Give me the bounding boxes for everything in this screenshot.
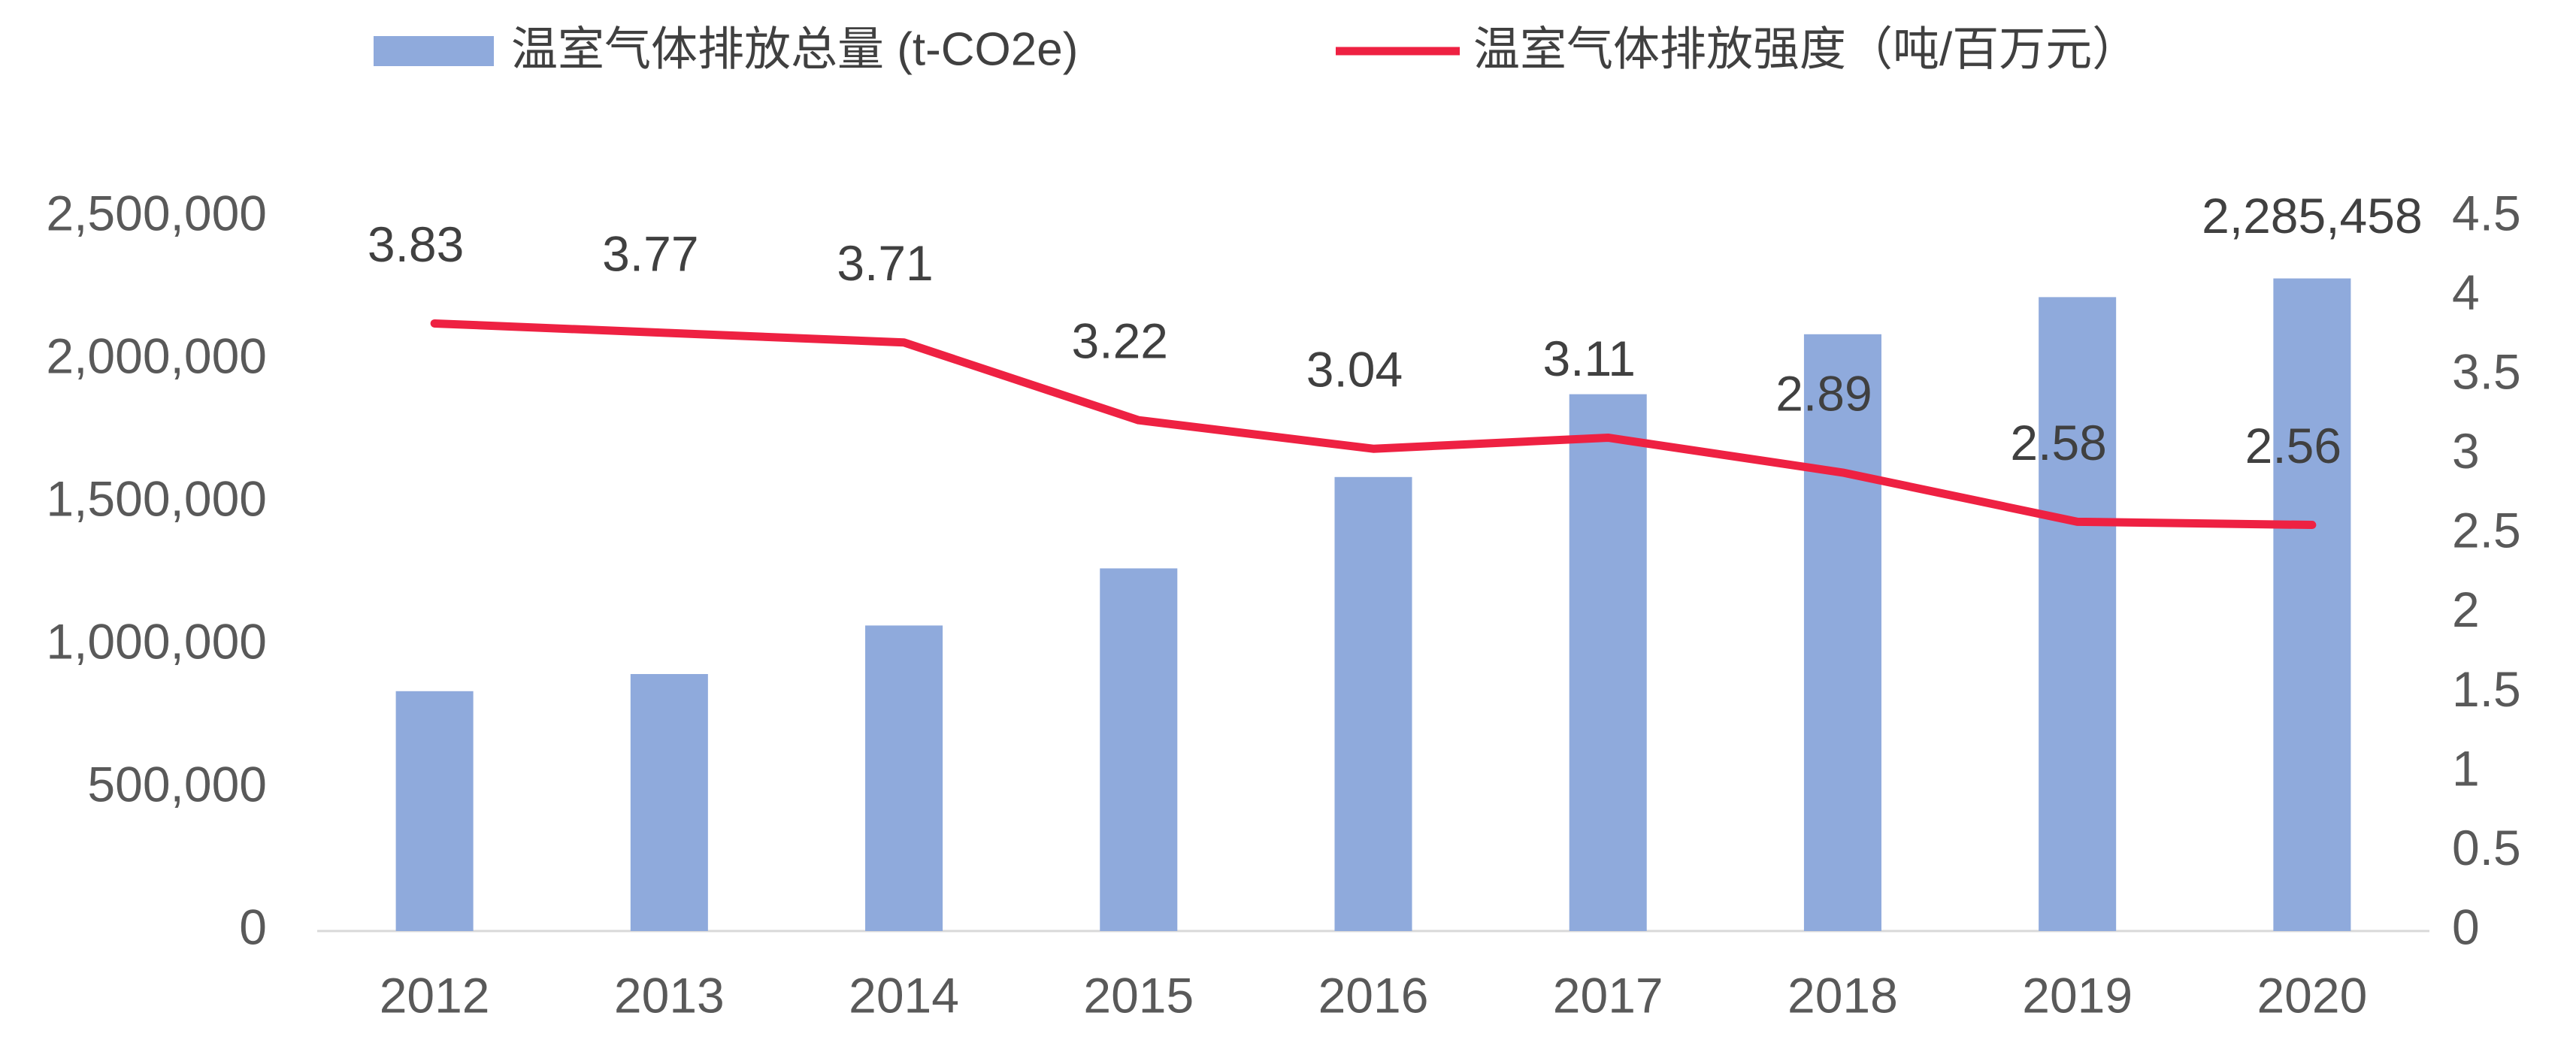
bar xyxy=(2273,278,2351,931)
y-tick-label: 1,000,000 xyxy=(46,613,267,669)
legend-swatch xyxy=(374,36,494,66)
data-label: 3.77 xyxy=(602,226,698,282)
x-tick-label: 2019 xyxy=(2022,967,2133,1023)
x-tick-label: 2012 xyxy=(380,967,490,1023)
x-tick-label: 2017 xyxy=(1553,967,1663,1023)
y2-tick-label: 4.5 xyxy=(2452,185,2521,240)
y2-tick-label: 1.5 xyxy=(2452,661,2521,717)
y-tick-label: 1,500,000 xyxy=(46,470,267,526)
data-label: 2.89 xyxy=(1775,365,1872,421)
y-tick-label: 0 xyxy=(239,899,267,954)
y2-tick-label: 2.5 xyxy=(2452,503,2521,558)
data-label: 2.56 xyxy=(2245,418,2341,473)
line xyxy=(430,319,2317,530)
x-tick-label: 2014 xyxy=(849,967,959,1023)
y2-tick-label: 0 xyxy=(2452,899,2480,954)
data-label: 2,285,458 xyxy=(2202,188,2423,243)
bar xyxy=(630,674,708,931)
data-label: 2.58 xyxy=(2010,415,2106,470)
y2-tick-label: 3.5 xyxy=(2452,344,2521,400)
y-tick-label: 2,500,000 xyxy=(46,185,267,240)
y2-tick-label: 3 xyxy=(2452,423,2480,479)
data-label: 3.71 xyxy=(837,235,933,291)
y2-tick-label: 0.5 xyxy=(2452,820,2521,875)
bar xyxy=(1803,334,1881,931)
y2-tick-label: 2 xyxy=(2452,582,2480,637)
y-tick-label: 2,000,000 xyxy=(46,328,267,383)
bar xyxy=(865,625,943,931)
data-label: 3.22 xyxy=(1072,313,1168,369)
y2-tick-label: 4 xyxy=(2452,265,2480,320)
data-label: 3.83 xyxy=(368,216,464,272)
x-tick-label: 2015 xyxy=(1083,967,1194,1023)
x-tick-label: 2013 xyxy=(614,967,725,1023)
x-tick-label: 2018 xyxy=(1787,967,1898,1023)
bar xyxy=(1569,394,1647,931)
bar xyxy=(1334,476,1412,931)
bar xyxy=(1100,568,1178,931)
data-label: 3.04 xyxy=(1306,342,1403,398)
x-tick-label: 2016 xyxy=(1318,967,1429,1023)
legend-text: 温室气体排放总量 (t-CO2e) xyxy=(511,23,1078,75)
x-tick-label: 2020 xyxy=(2257,967,2367,1023)
bar xyxy=(2039,297,2117,931)
legend-text: 温室气体排放强度（吨/百万元） xyxy=(1473,23,2139,75)
y2-tick-label: 1 xyxy=(2452,740,2480,796)
bar xyxy=(395,691,474,931)
y-tick-label: 500,000 xyxy=(87,756,267,812)
data-label: 3.11 xyxy=(1542,331,1636,386)
